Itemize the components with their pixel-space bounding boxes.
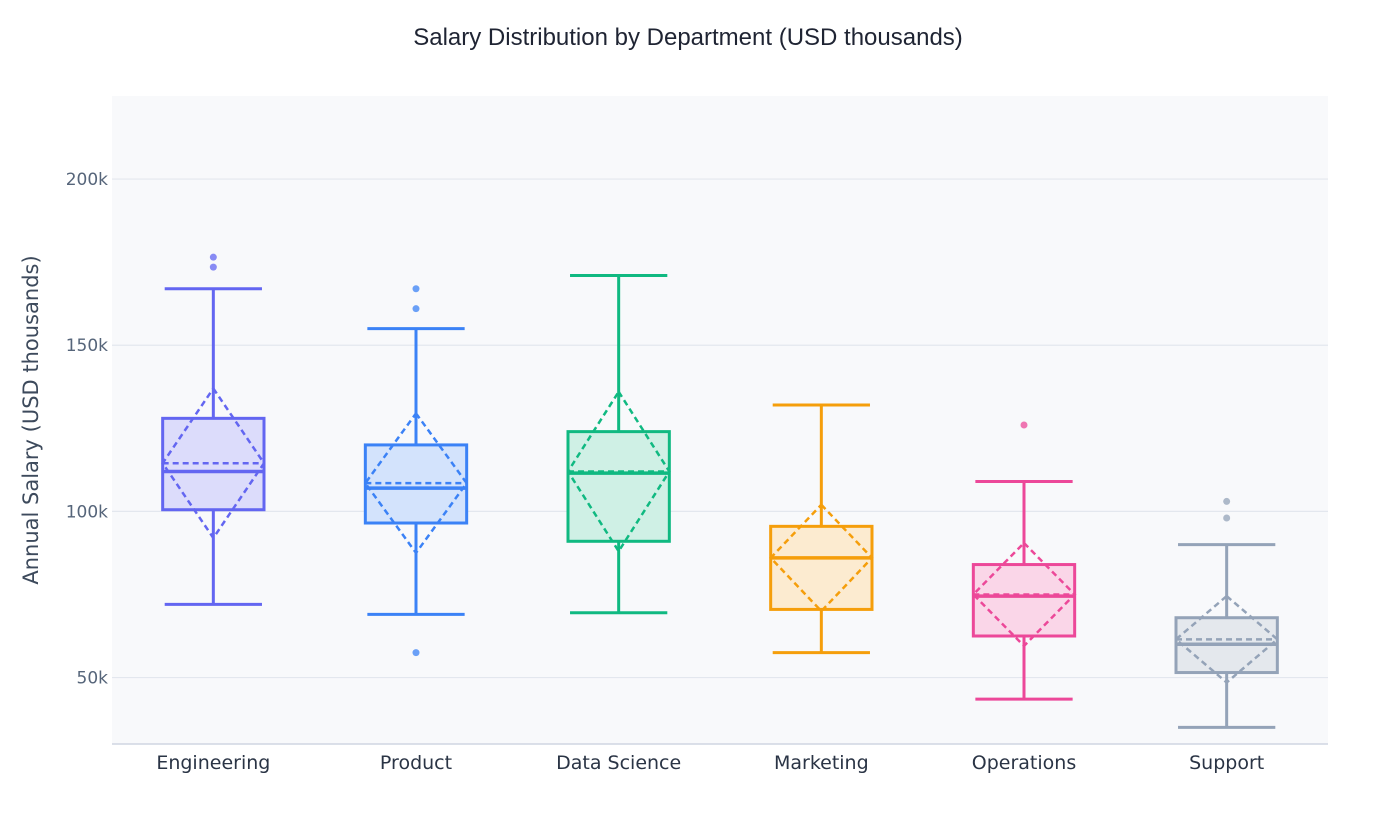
- iqr-box: [769, 524, 874, 611]
- x-category-label-3: Marketing: [774, 752, 869, 774]
- outlier-point-0: [1020, 421, 1028, 429]
- y-tick-label-100: 100k: [66, 502, 108, 522]
- iqr-box: [971, 563, 1077, 638]
- sd-diamond: [971, 541, 1077, 648]
- outlier-point-1: [1223, 497, 1231, 505]
- iqr-box: [566, 430, 671, 543]
- x-category-labels: Engineering Product Data Science Marketing O…: [156, 752, 1264, 774]
- plot-background: [112, 96, 1328, 744]
- box-series: [161, 253, 1280, 729]
- y-axis-title: Annual Salary (USD thousands): [19, 255, 43, 584]
- box-engineering: [161, 253, 266, 606]
- box-data-science: [566, 273, 671, 615]
- sd-diamond: [566, 389, 671, 554]
- box-support: [1174, 497, 1280, 729]
- outlier-point-1: [209, 253, 217, 261]
- y-tick-label-150: 150k: [66, 336, 108, 356]
- x-category-label-1: Product: [380, 752, 452, 774]
- outlier-point-0: [1223, 514, 1231, 522]
- box-product: [363, 285, 469, 657]
- x-category-label-5: Support: [1189, 752, 1264, 774]
- x-category-label-2: Data Science: [556, 752, 681, 774]
- sd-diamond: [768, 502, 874, 613]
- outlier-point-1: [412, 305, 420, 313]
- outlier-point-0: [412, 649, 420, 657]
- chart-title: Salary Distribution by Department (USD t…: [413, 24, 963, 51]
- x-category-label-0: Engineering: [156, 752, 270, 774]
- grid-lines: [112, 178, 1328, 679]
- sd-diamond: [161, 386, 266, 541]
- outlier-point-2: [412, 285, 420, 293]
- outlier-point-0: [209, 263, 217, 271]
- x-category-label-4: Operations: [972, 752, 1076, 774]
- box-operations: [971, 421, 1077, 701]
- sd-diamond: [363, 411, 469, 556]
- y-tick-label-200: 200k: [66, 170, 108, 190]
- y-tick-label-50: 50k: [77, 669, 109, 689]
- box-marketing: [768, 403, 874, 655]
- y-tick-labels: 50k 100k 150k 200k: [66, 170, 108, 688]
- sd-diamond: [1174, 594, 1280, 685]
